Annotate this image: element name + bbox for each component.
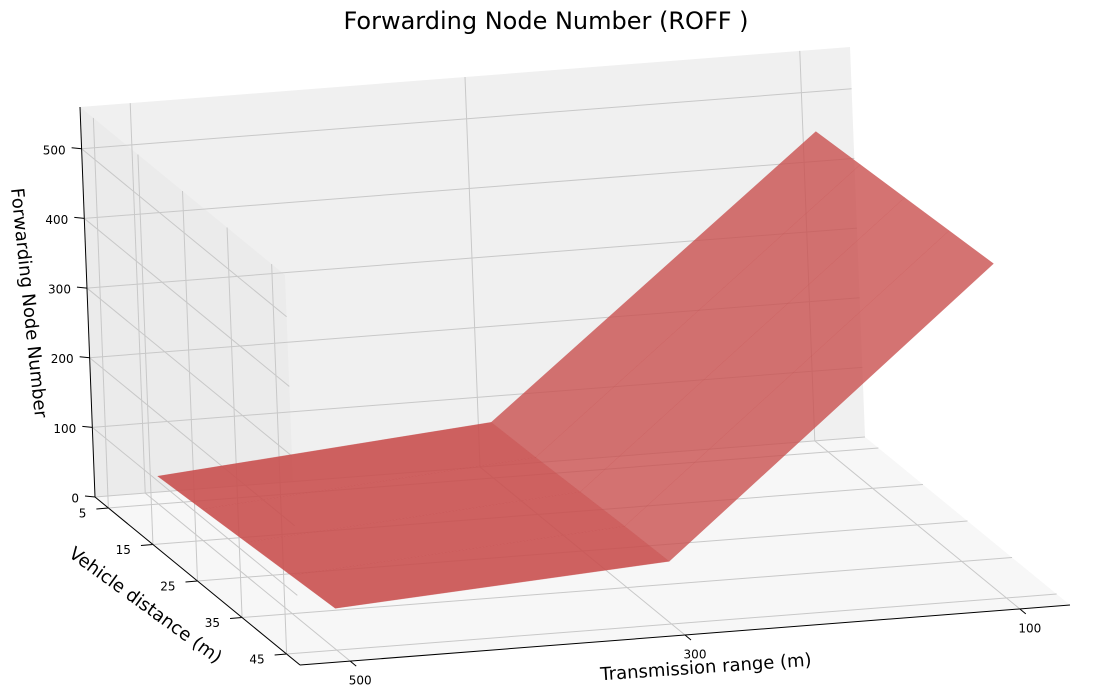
y-tick-label: 5	[79, 506, 87, 520]
z-axis-label: Forwarding Node Number	[6, 187, 51, 419]
z-tick	[84, 495, 96, 498]
y-tick	[230, 617, 243, 620]
z-tick	[79, 356, 90, 359]
grid-line	[92, 426, 298, 596]
grid-line	[84, 157, 855, 219]
x-tick-label: 500	[349, 674, 372, 688]
z-tick-label: 200	[51, 352, 74, 366]
grid-line	[92, 117, 109, 508]
x-tick-label: 100	[1018, 621, 1041, 635]
y-axis	[94, 496, 301, 666]
grid-line	[129, 103, 146, 494]
grid-line	[86, 287, 293, 457]
z-tick-label: 100	[53, 422, 76, 436]
grid-line	[464, 76, 481, 468]
y-tick-label: 25	[160, 580, 175, 594]
y-tick-label: 35	[205, 616, 220, 630]
z-tick	[71, 147, 82, 150]
x-tick-label: 300	[684, 648, 707, 662]
z-axis	[79, 106, 96, 498]
y-tick-label: 45	[249, 653, 264, 667]
grid-line	[182, 190, 198, 582]
x-tick	[349, 660, 357, 667]
grid-line	[242, 557, 1013, 619]
z-tick-label: 0	[71, 492, 79, 506]
grid-line	[81, 88, 852, 150]
grid-line	[81, 148, 287, 318]
z-tick	[82, 425, 93, 428]
z-tick-label: 300	[48, 283, 71, 297]
surface-cell	[624, 230, 994, 562]
y-tick-label: 15	[116, 543, 131, 557]
x-tick	[684, 634, 692, 641]
grid-line	[83, 218, 290, 387]
z-tick	[76, 286, 88, 289]
grid-line	[226, 227, 243, 618]
x-tick	[1019, 608, 1027, 615]
grid-line	[137, 154, 154, 545]
y-tick	[96, 507, 109, 510]
x-axis	[299, 604, 1071, 666]
chart-title: Forwarding Node Number (ROFF )	[343, 7, 748, 35]
z-tick-label: 400	[45, 213, 68, 227]
y-tick	[185, 580, 198, 583]
y-tick	[274, 653, 287, 656]
z-tick-label: 500	[43, 143, 66, 157]
y-tick	[140, 543, 153, 546]
grid-line	[286, 593, 1057, 655]
z-tick	[74, 216, 85, 219]
